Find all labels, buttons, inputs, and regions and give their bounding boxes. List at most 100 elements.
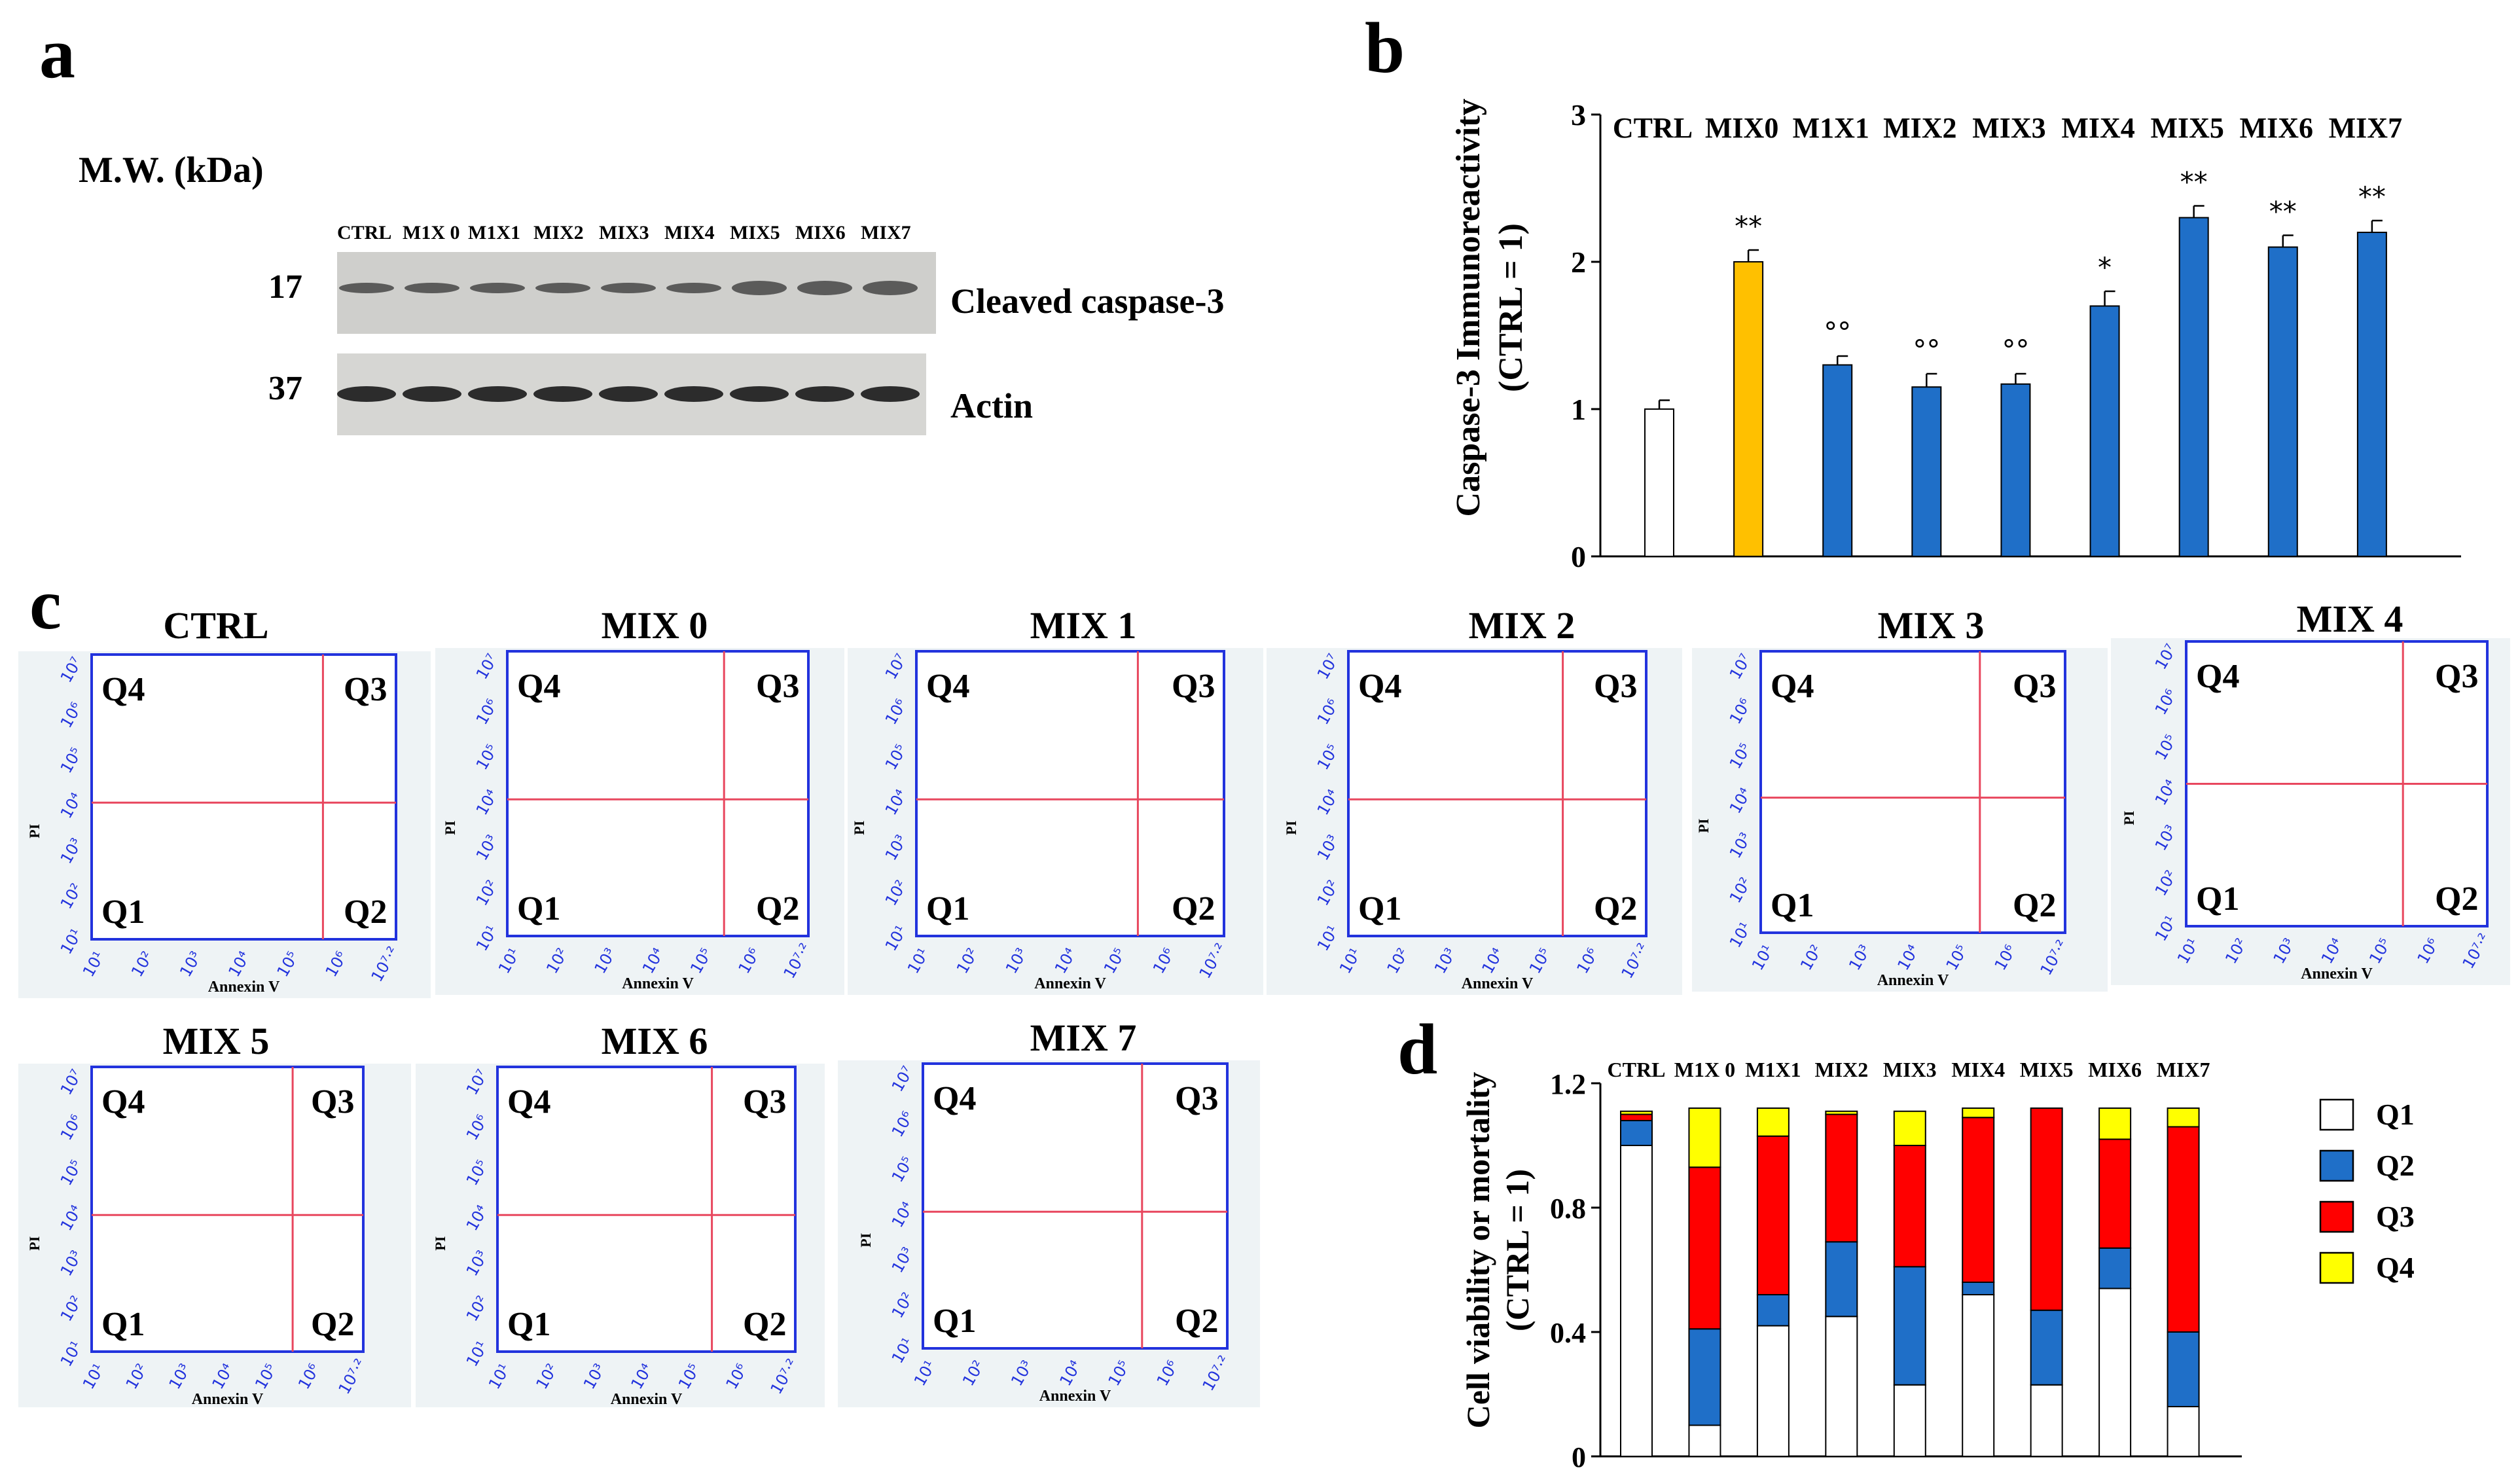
d-segment-q1-5 <box>1962 1294 1995 1457</box>
actin-band-0 <box>337 386 396 402</box>
caspase-band-6 <box>732 281 787 295</box>
flow-q2-label-3: Q2 <box>1594 890 1637 927</box>
d-segment-q2-7 <box>2098 1247 2132 1289</box>
d-category-3: MIX2 <box>1814 1058 1868 1081</box>
flow-box-2 <box>915 650 1225 937</box>
flow-ylabel-8: PI <box>857 1233 874 1248</box>
flow-xlabel-7: Annexin V <box>611 1391 683 1408</box>
panel-b-chart: 0 1 2 3 CTRL MIX0 ** M1X1 °° MIX2 °° MIX3 °° MIX4 * MIX… <box>1571 98 2461 573</box>
flow-xlabel-5: Annexin V <box>2301 965 2373 982</box>
actin-band-1 <box>403 386 461 402</box>
flow-q1-label-8: Q1 <box>933 1303 976 1340</box>
flow-title-0: CTRL <box>163 604 268 647</box>
flow-q3-label-5: Q3 <box>2435 658 2478 695</box>
lane-label-2: M1X1 <box>468 222 520 243</box>
b-annotation-2: °° <box>1824 316 1851 348</box>
b-ytick-label-3: 3 <box>1571 98 1586 132</box>
b-annotation-8: ** <box>2358 181 2386 213</box>
flow-q3-label-2: Q3 <box>1172 668 1215 705</box>
lane-label-7: MIX6 <box>795 222 846 243</box>
actin-band-8 <box>861 386 920 402</box>
d-segment-q2-8 <box>2167 1331 2200 1407</box>
d-segment-q4-8 <box>2167 1107 2200 1128</box>
flow-title-5: MIX 4 <box>2297 598 2403 640</box>
d-segment-q4-3 <box>1825 1110 1858 1115</box>
d-legend-swatch-q2 <box>2319 1149 2354 1182</box>
actin-mw: 37 <box>268 370 302 407</box>
flow-q4-label-3: Q4 <box>1358 668 1401 705</box>
caspase-bands <box>339 281 918 295</box>
flow-q4-label-1: Q4 <box>517 668 560 705</box>
b-bar-3 <box>1911 386 1942 557</box>
d-category-0: CTRL <box>1608 1058 1666 1081</box>
b-category-5: MIX4 <box>2061 112 2134 144</box>
d-segment-q2-4 <box>1893 1266 1926 1386</box>
flow-q3-label-0: Q3 <box>344 671 387 708</box>
caspase-mw: 17 <box>268 268 302 306</box>
d-segment-q4-7 <box>2098 1107 2132 1140</box>
d-segment-q1-3 <box>1825 1316 1858 1457</box>
caspase-band-1 <box>405 283 459 293</box>
d-segment-q1-2 <box>1756 1325 1790 1457</box>
b-category-7: MIX6 <box>2240 112 2313 144</box>
flow-title-8: MIX 7 <box>1030 1017 1137 1059</box>
caspase-band-2 <box>470 283 525 293</box>
flow-q3-label-6: Q3 <box>311 1083 354 1121</box>
panel-d: d Cell viability or mortality (CTRL = 1)… <box>1397 1009 2415 1473</box>
flow-q4-label-5: Q4 <box>2196 658 2239 695</box>
d-ytick-label-0: 0 <box>1572 1441 1586 1473</box>
b-bar-7 <box>2267 246 2298 557</box>
d-segment-q3-1 <box>1688 1166 1721 1330</box>
flow-box-3 <box>1347 650 1647 937</box>
flow-xlabel-8: Annexin V <box>1039 1388 1111 1405</box>
flow-q1-label-6: Q1 <box>101 1306 145 1343</box>
flow-q1-label-7: Q1 <box>507 1306 550 1343</box>
panel-d-ylabel2: (CTRL = 1) <box>1499 1169 1536 1331</box>
b-bar-2 <box>1822 364 1853 557</box>
b-bar-4 <box>2000 383 2031 557</box>
flow-box-6 <box>90 1066 365 1353</box>
flow-xlabel-2: Annexin V <box>1034 975 1106 992</box>
b-category-2: M1X1 <box>1793 112 1869 144</box>
actin-label: Actin <box>950 386 1033 425</box>
flow-box-0 <box>90 653 397 941</box>
flow-q3-label-7: Q3 <box>743 1083 786 1121</box>
flow-q3-label-3: Q3 <box>1594 668 1637 705</box>
flow-q2-label-0: Q2 <box>344 893 387 931</box>
flow-ylabel-6: PI <box>26 1236 43 1251</box>
flow-ylabel-0: PI <box>26 824 43 838</box>
flow-q4-label-6: Q4 <box>101 1083 145 1121</box>
d-segment-q3-0 <box>1620 1113 1653 1121</box>
b-annotation-6: ** <box>2180 166 2208 198</box>
lane-labels: CTRL M1X 0 M1X1 MIX2 MIX3 MIX4 MIX5 MIX6 MIX7 <box>337 222 911 243</box>
d-segment-q3-8 <box>2167 1126 2200 1333</box>
flow-q1-label-3: Q1 <box>1358 890 1401 927</box>
mw-label: M.W. (kDa) <box>79 150 264 190</box>
panel-d-chart: 0 0.4 0.8 1.2 CTRL M1X 0 M1X1 MIX2 MIX3 MIX4 MIX5 M… <box>1550 1058 2242 1473</box>
flow-q3-label-8: Q3 <box>1175 1080 1218 1117</box>
flow-box-4 <box>1759 650 2066 934</box>
flow-xlabel-0: Annexin V <box>208 979 280 996</box>
d-segment-q3-2 <box>1756 1135 1790 1295</box>
d-legend-swatch-q1 <box>2319 1098 2354 1131</box>
d-segment-q1-0 <box>1620 1145 1653 1457</box>
flow-q2-label-6: Q2 <box>311 1306 354 1343</box>
b-category-1: MIX0 <box>1705 112 1778 144</box>
d-segment-q3-7 <box>2098 1138 2132 1249</box>
caspase-band-4 <box>601 283 656 293</box>
panel-a-label: a <box>39 13 75 93</box>
panel-b-label: b <box>1365 8 1405 88</box>
d-ytick-label-2: 0.8 <box>1550 1193 1586 1225</box>
d-segment-q3-4 <box>1893 1145 1926 1268</box>
b-category-8: MIX7 <box>2329 112 2402 144</box>
panel-b-ylabel2: (CTRL = 1) <box>1492 223 1530 392</box>
flow-box-7 <box>496 1066 797 1353</box>
flow-title-1: MIX 0 <box>602 604 708 647</box>
b-bar-0 <box>1644 408 1674 557</box>
